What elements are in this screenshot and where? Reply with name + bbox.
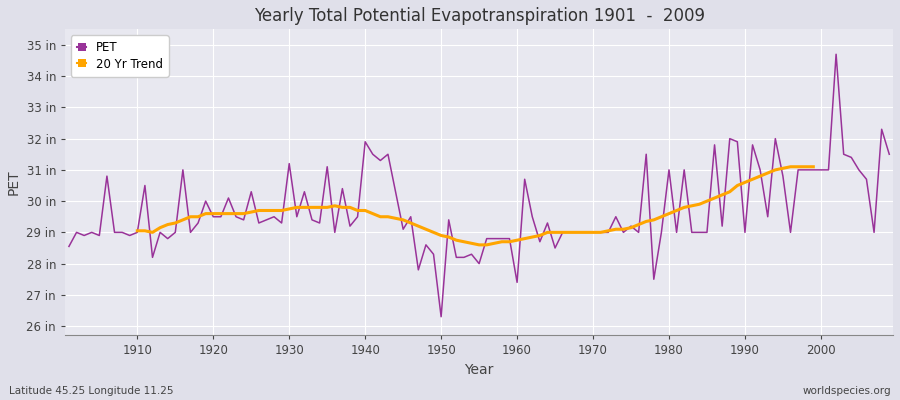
20 Yr Trend xyxy=(223,211,234,216)
Text: Latitude 45.25 Longitude 11.25: Latitude 45.25 Longitude 11.25 xyxy=(9,386,174,396)
PET xyxy=(64,244,75,249)
Line: PET: PET xyxy=(69,54,889,317)
X-axis label: Year: Year xyxy=(464,363,494,377)
Title: Yearly Total Potential Evapotranspiration 1901  -  2009: Yearly Total Potential Evapotranspiratio… xyxy=(254,7,705,25)
PET xyxy=(831,52,842,57)
PET xyxy=(512,280,523,285)
20 Yr Trend xyxy=(473,242,484,247)
20 Yr Trend xyxy=(702,199,713,204)
PET xyxy=(124,233,135,238)
20 Yr Trend xyxy=(716,192,727,197)
PET xyxy=(292,214,302,219)
20 Yr Trend xyxy=(808,164,819,169)
PET xyxy=(610,214,621,219)
PET xyxy=(519,177,530,182)
PET xyxy=(884,152,895,157)
Line: 20 Yr Trend: 20 Yr Trend xyxy=(138,167,814,245)
Y-axis label: PET: PET xyxy=(7,170,21,195)
20 Yr Trend xyxy=(610,227,621,232)
20 Yr Trend xyxy=(132,228,143,233)
20 Yr Trend xyxy=(785,164,796,169)
Text: worldspecies.org: worldspecies.org xyxy=(803,386,891,396)
Legend: PET, 20 Yr Trend: PET, 20 Yr Trend xyxy=(71,35,168,76)
20 Yr Trend xyxy=(793,164,804,169)
20 Yr Trend xyxy=(337,205,347,210)
PET xyxy=(436,314,446,319)
PET xyxy=(337,186,347,191)
